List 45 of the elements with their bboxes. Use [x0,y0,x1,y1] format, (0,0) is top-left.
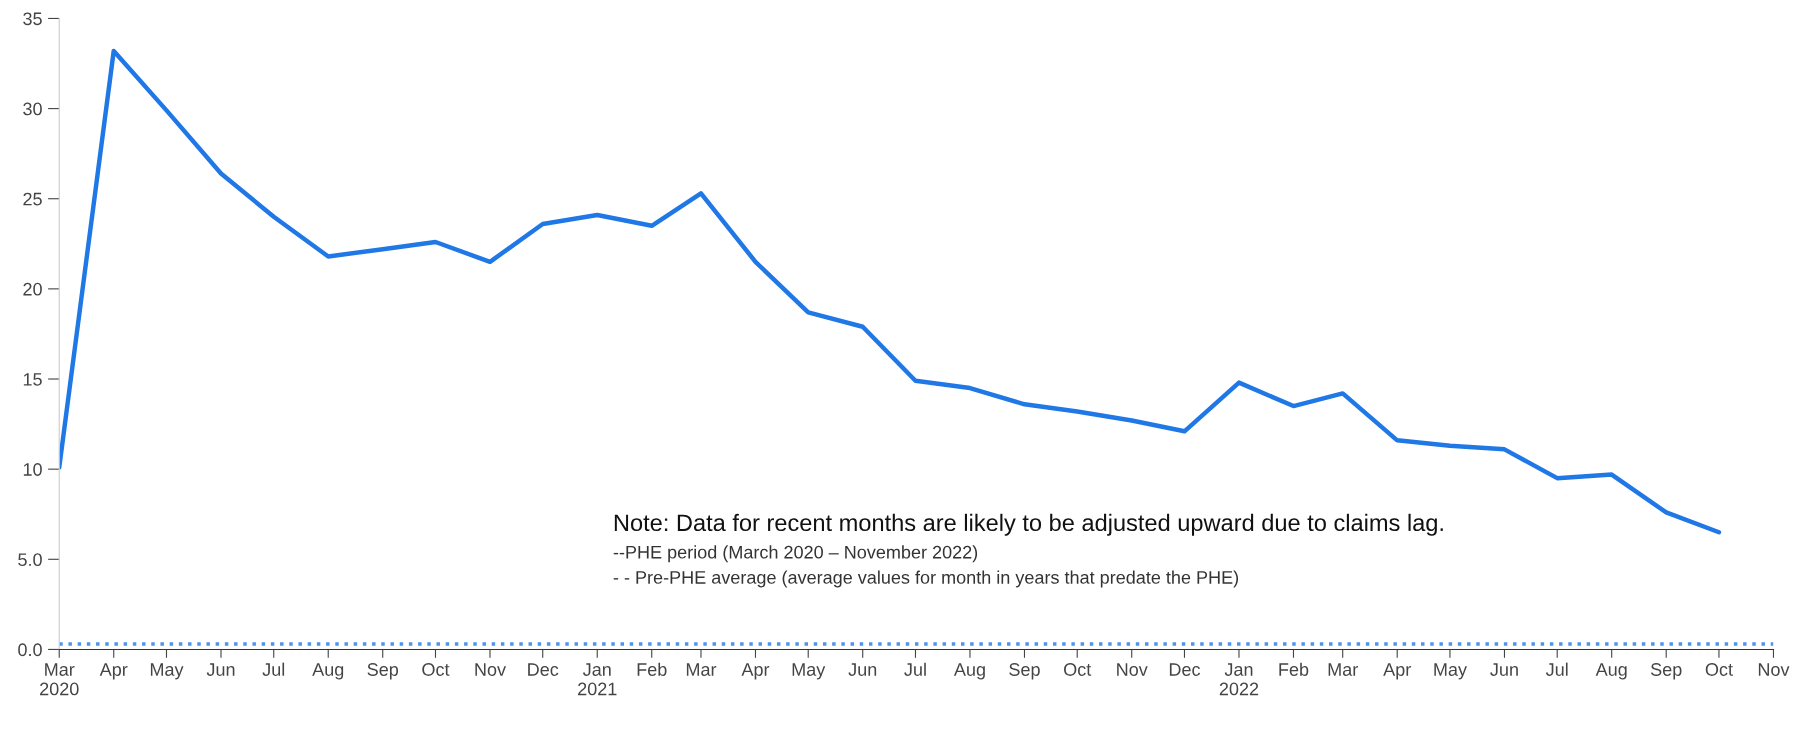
x-tick-label: Mar [686,663,717,676]
x-tick-label: Dec [528,663,559,676]
x-tick-label: Jan 2021 [578,663,617,696]
line-series [59,48,1722,535]
y-tick-label: 5.0 [18,553,42,567]
y-tick-label: 10 [23,463,42,476]
x-tick-label: Aug [1595,663,1627,680]
x-tick-label: Nov [1758,663,1790,676]
x-tick-label: Feb [637,662,667,676]
x-tick-label: Aug [953,663,985,680]
x-tick-label: Mar 2020 [40,663,79,696]
y-tick-label: 0.0 [18,643,42,657]
x-tick-label: Dec [1169,663,1201,676]
annotation: - - Pre-PHE average (average values for month in years that predate the PHE) [613,570,1239,588]
x-tick-label: Oct [1064,663,1092,676]
x-tick-label: Oct [422,663,450,676]
x-tick-label: Aug [312,663,344,680]
x-tick-label: Nov [1117,663,1148,676]
x-tick-label: Apr [1383,663,1411,680]
y-tick-label: 35 [23,12,42,26]
y-tick-label: 30 [23,102,42,116]
x-tick-label: Sep [1009,663,1040,680]
x-tick-label: Jul [1545,662,1568,676]
x-tick-label: May [150,663,184,680]
annotation: --PHE period (March 2020 – November 2022) [613,545,978,563]
x-tick-label: Jun [848,663,877,676]
x-tick-label: Jun [206,663,235,676]
x-tick-label: Jun [1490,663,1518,676]
x-tick-label: Sep [1650,663,1682,680]
x-tick-label: Sep [367,663,399,680]
x-tick-label: May [1434,663,1467,680]
x-tick-label: Apr [741,663,770,680]
y-tick-label: 20 [23,282,42,296]
x-tick-label: Jul [262,662,285,676]
x-tick-label: Jul [904,662,926,676]
x-tick-label: Apr [99,663,128,680]
x-tick-label: Jan 2022 [1219,663,1259,696]
annotation: Note: Data for recent months are likely to be adjusted upward due to claims lag. [614,513,1443,536]
x-tick-label: Oct [1705,663,1733,676]
x-tick-label: Feb [1279,662,1309,676]
x-tick-label: Nov [475,663,506,676]
x-tick-label: May [792,663,826,680]
x-tick-label: Mar [1328,663,1358,676]
y-tick-label: 25 [23,192,42,206]
y-tick-label: 15 [23,373,42,386]
